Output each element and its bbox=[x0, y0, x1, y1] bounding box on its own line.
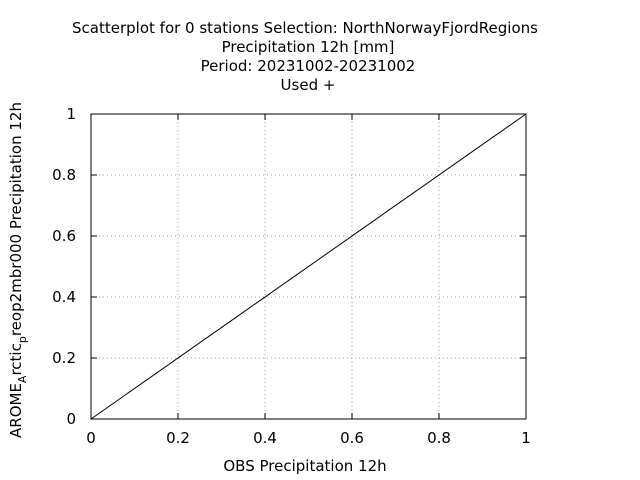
x-axis-label: OBS Precipitation 12h bbox=[223, 457, 386, 475]
title-line-3: Period: 20231002-20231002 bbox=[201, 57, 416, 75]
y-label-subscript-p: p bbox=[16, 336, 29, 343]
y-label-main: AROME bbox=[7, 383, 25, 438]
plot-frame bbox=[90, 113, 527, 420]
axis-ticks bbox=[90, 113, 527, 420]
x-tick-label: 1 bbox=[521, 429, 531, 447]
y-axis-label: AROMEArcticpreop2mbr000 Precipitation 12… bbox=[7, 102, 29, 438]
y-tick-label: 0.6 bbox=[52, 227, 76, 245]
y-label-mid: rctic bbox=[7, 343, 25, 375]
y-label-subscript-a: A bbox=[16, 375, 29, 383]
y-tick-label: 0.2 bbox=[52, 349, 76, 367]
grid-lines bbox=[91, 114, 526, 419]
y-tick-label: 0.8 bbox=[52, 166, 76, 184]
y-label-tail: reop2mbr000 Precipitation 12h bbox=[7, 102, 25, 336]
x-tick-label: 0 bbox=[86, 429, 96, 447]
y-tick-label: 0.4 bbox=[52, 288, 76, 306]
y-tick-label: 0 bbox=[66, 410, 76, 428]
x-tick-label: 0.6 bbox=[340, 429, 364, 447]
y-tick-labels: 0 0.2 0.4 0.6 0.8 1 bbox=[52, 105, 76, 428]
title-line-4: Used + bbox=[281, 76, 336, 94]
diagonal-reference-line bbox=[90, 113, 527, 420]
x-tick-label: 0.2 bbox=[166, 429, 190, 447]
title-line-2: Precipitation 12h [mm] bbox=[222, 38, 395, 56]
x-tick-labels: 0 0.2 0.4 0.6 0.8 1 bbox=[86, 429, 531, 447]
x-tick-label: 0.4 bbox=[253, 429, 277, 447]
y-tick-label: 1 bbox=[66, 105, 76, 123]
title-line-1: Scatterplot for 0 stations Selection: No… bbox=[72, 19, 538, 37]
x-tick-label: 0.8 bbox=[427, 429, 451, 447]
